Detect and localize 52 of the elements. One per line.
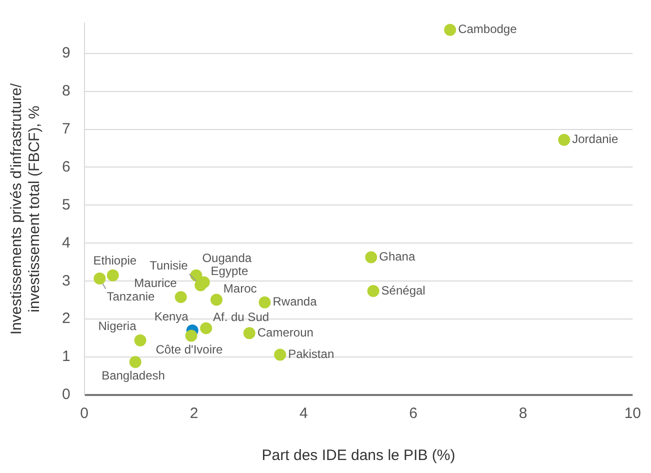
- point: [129, 356, 142, 368]
- series-label: Sénégal: [381, 283, 426, 298]
- point: [94, 272, 106, 284]
- point: [367, 284, 380, 297]
- series-label: Jordanie: [572, 132, 618, 146]
- x-tick-label: 10: [624, 405, 641, 422]
- y-tick-label: 7: [62, 120, 70, 138]
- series-label: Bangladesh: [102, 368, 165, 383]
- y-tick-label: 4: [62, 234, 70, 252]
- series-label: Rwanda: [272, 294, 318, 309]
- series-label: Maroc: [223, 282, 257, 296]
- point: [258, 296, 271, 308]
- point: [134, 334, 146, 346]
- series-label: Ghana: [379, 250, 416, 264]
- x-tick-label: 2: [190, 405, 198, 422]
- y-tick-label: 6: [62, 158, 70, 176]
- series-label: Tunisie: [150, 258, 188, 272]
- y-axis-title: Investissements privés d'infrastruture/ investissement total (FBCF), %: [8, 82, 44, 335]
- y-tick-label: 9: [62, 44, 70, 62]
- series-label: Pakistan: [288, 347, 334, 362]
- y-tick-label: 2: [62, 310, 70, 328]
- point: [365, 251, 378, 264]
- series-label: Ethiopie: [93, 254, 137, 268]
- x-tick-label: 0: [80, 405, 89, 422]
- series-label: Tanzanie: [106, 289, 156, 304]
- point: [558, 134, 570, 146]
- point: [200, 322, 212, 334]
- series-label: Ouganda: [202, 250, 252, 265]
- x-tick-label: 6: [409, 405, 418, 422]
- series-label: Af. du Sud: [212, 310, 270, 324]
- x-tick-label: 4: [299, 405, 308, 422]
- y-tick-label: 3: [62, 272, 70, 290]
- x-tick-label: 8: [518, 405, 528, 422]
- series-label: Cameroun: [257, 325, 314, 340]
- series-label: Kenya: [154, 309, 189, 324]
- point: [106, 269, 119, 282]
- point: [174, 291, 187, 304]
- point: [274, 348, 286, 361]
- y-tick-label: 8: [62, 82, 70, 100]
- series-label: Côte d'Ivoire: [156, 342, 224, 356]
- point: [243, 327, 256, 340]
- series-label: Egypte: [210, 264, 248, 278]
- point: [210, 294, 222, 306]
- x-axis-title: Part des IDE dans le PIB (%): [262, 447, 456, 464]
- series-label: Cambodge: [458, 22, 518, 36]
- point: [444, 24, 456, 36]
- point: [185, 330, 198, 342]
- series-label: Maurice: [134, 276, 178, 290]
- y-tick-label: 5: [62, 196, 70, 214]
- y-tick-label: 0: [62, 386, 70, 404]
- series-label: Nigeria: [98, 319, 137, 334]
- y-tick-label: 1: [62, 348, 70, 366]
